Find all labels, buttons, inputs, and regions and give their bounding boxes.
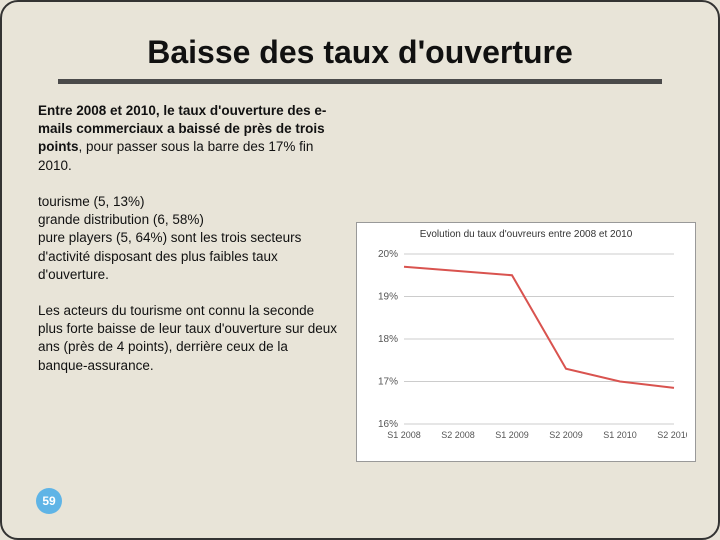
chart-svg: 20% 19% 18% 17% 16%S1 2008 S2 2008 S1 2009 S2 2… xyxy=(365,246,687,446)
p1-rest: , pour passer sous la barre des 17% fin … xyxy=(38,139,313,172)
svg-text:20%: 20% xyxy=(378,249,398,260)
svg-text:19%: 19% xyxy=(378,292,398,303)
svg-text:S1 2009: S1 2009 xyxy=(495,430,529,440)
svg-text:18%: 18% xyxy=(378,334,398,345)
title-underline xyxy=(58,79,662,84)
paragraph-1: Entre 2008 et 2010, le taux d'ouverture … xyxy=(38,102,338,175)
p1-bold-a: Entre 2008 et 2010, xyxy=(38,103,160,118)
page-number-badge: 59 xyxy=(36,488,62,514)
chart-area: 20% 19% 18% 17% 16%S1 2008 S2 2008 S1 2009 S2 2… xyxy=(365,246,687,446)
svg-text:17%: 17% xyxy=(378,377,398,388)
svg-text:S1 2010: S1 2010 xyxy=(603,430,637,440)
svg-text:16%: 16% xyxy=(378,419,398,430)
svg-text:S2 2010: S2 2010 xyxy=(657,430,687,440)
text-column: Entre 2008 et 2010, le taux d'ouverture … xyxy=(38,102,338,462)
svg-text:S1 2008: S1 2008 xyxy=(387,430,421,440)
slide-title: Baisse des taux d'ouverture xyxy=(30,34,690,71)
paragraph-2: tourisme (5, 13%) grande distribution (6… xyxy=(38,193,338,284)
svg-text:S2 2008: S2 2008 xyxy=(441,430,475,440)
chart-title: Evolution du taux d'ouvreurs entre 2008 … xyxy=(365,229,687,240)
svg-text:S2 2009: S2 2009 xyxy=(549,430,583,440)
paragraph-3: Les acteurs du tourisme ont connu la sec… xyxy=(38,302,338,375)
page-number: 59 xyxy=(42,494,55,508)
chart-container: Evolution du taux d'ouvreurs entre 2008 … xyxy=(356,222,696,462)
